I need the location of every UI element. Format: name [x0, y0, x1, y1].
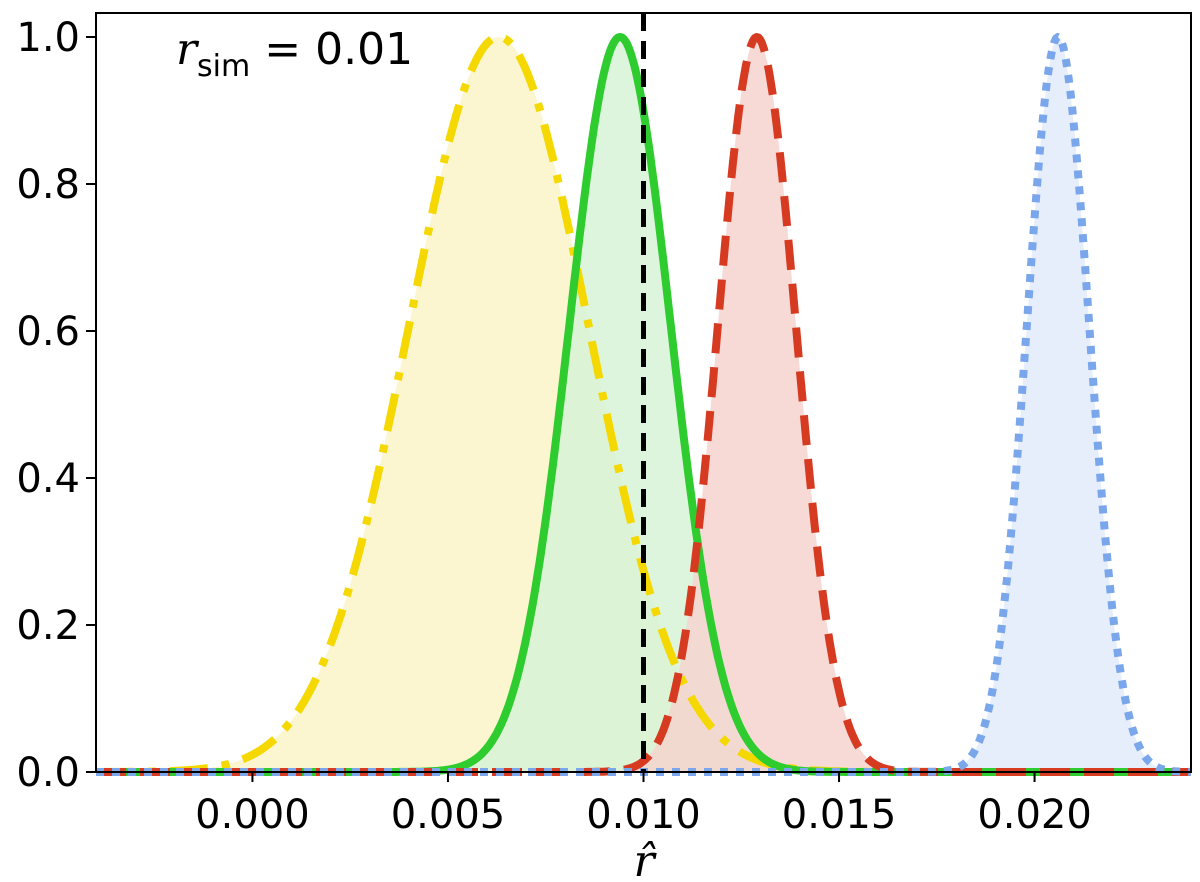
y-axis: 0.0 0.2 0.4 0.6 0.8 1.0 [16, 15, 96, 796]
annotation-r-sim: rsim = 0.01 [176, 24, 413, 84]
x-axis: 0.000 0.005 0.010 0.015 0.020 [195, 772, 1092, 838]
x-tick-label: 0.000 [195, 792, 310, 838]
series-1-fill [96, 37, 1191, 772]
series-4-fill [96, 37, 1191, 772]
y-tick-label: 0.0 [16, 750, 80, 796]
x-tick-label: 0.005 [391, 792, 506, 838]
y-tick-label: 1.0 [16, 15, 80, 61]
series-1-line [93, 33, 1194, 776]
y-tick-label: 0.6 [16, 309, 80, 355]
x-tick-label: 0.010 [586, 792, 701, 838]
x-tick-label: 0.015 [782, 792, 897, 838]
x-tick-label: 0.020 [977, 792, 1092, 838]
y-tick-label: 0.2 [16, 603, 80, 649]
annotation-subscript: sim [197, 49, 250, 84]
series-fills [96, 37, 1191, 772]
y-tick-label: 0.8 [16, 162, 80, 208]
annotation-value: = 0.01 [250, 24, 413, 75]
series-2-fill [96, 37, 1191, 772]
y-tick-label: 0.4 [16, 456, 80, 502]
annotation-base: r [176, 24, 200, 75]
x-axis-label: r̂ [633, 836, 657, 882]
